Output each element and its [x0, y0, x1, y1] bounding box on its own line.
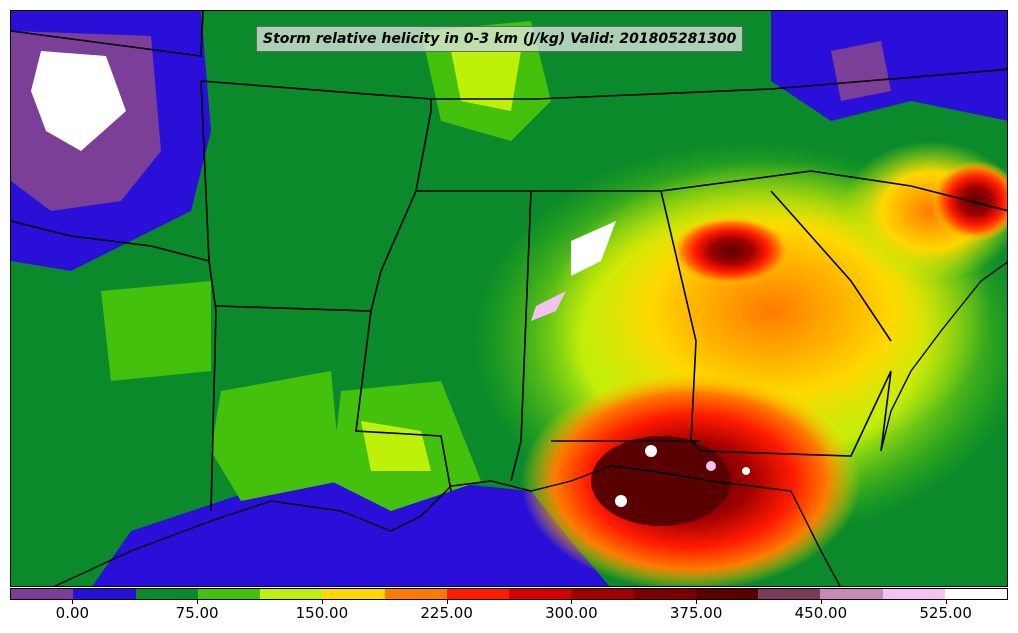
moderate-band-north-core	[451, 51, 521, 111]
pink-streak	[531, 291, 566, 321]
colorbar-tick-mark	[945, 600, 947, 604]
colorbar-swatch	[882, 589, 945, 599]
colorbar-swatch	[944, 589, 1007, 599]
colorbar-swatch	[384, 589, 447, 599]
extreme-cell	[706, 461, 716, 471]
colorbar-swatch	[322, 589, 385, 599]
gulf-low-region	[92, 481, 610, 586]
colorbar-tick-mark	[72, 600, 74, 604]
colorbar-swatch	[11, 589, 74, 599]
colorbar-swatch	[509, 589, 572, 599]
state-borders	[11, 11, 1007, 512]
hot-core-georgia	[671, 216, 791, 286]
moderate-band-texas	[101, 281, 211, 381]
low-helicity-region-ne	[771, 11, 1007, 121]
helicity-map	[11, 11, 1007, 586]
white-streak	[571, 221, 616, 276]
map-panel: Storm relative helicity in 0-3 km (J/kg)…	[10, 10, 1008, 587]
colorbar-tick-label: 375.00	[669, 604, 723, 622]
extreme-cell	[742, 467, 750, 475]
colorbar-tick-label: 450.00	[794, 604, 848, 622]
colorbar-tick-label: 525.00	[919, 604, 972, 622]
colorbar-swatch	[73, 589, 136, 599]
colorbar-swatch	[695, 589, 758, 599]
colorbar-swatch	[260, 589, 323, 599]
extreme-cell	[615, 495, 627, 507]
white-blob	[31, 51, 126, 151]
extreme-cell	[645, 445, 657, 457]
colorbar-tick-mark	[446, 600, 448, 604]
colorbar-tick-label: 150.00	[295, 604, 349, 622]
moderate-band-south-core	[361, 421, 431, 471]
colorbar-tick-mark	[571, 600, 573, 604]
colorbar-swatch	[820, 589, 883, 599]
colorbar-tick-label: 225.00	[420, 604, 473, 622]
colorbar-swatch	[446, 589, 509, 599]
coastline	[53, 261, 1007, 586]
negative-helicity-patch	[831, 41, 891, 101]
colorbar-tick-mark	[321, 600, 323, 604]
colorbar-tick-label: 300.00	[545, 604, 598, 622]
colorbar-ticks: 0.00 75.00 150.00 225.00 300.00 375.00 450.00 5…	[10, 600, 1008, 630]
colorbar-tick-mark	[696, 600, 698, 604]
colorbar-tick-mark	[197, 600, 199, 604]
colorbar-tick-mark	[820, 600, 822, 604]
moderate-band-west	[211, 371, 341, 501]
colorbar-swatch	[633, 589, 696, 599]
map-title: Storm relative helicity in 0-3 km (J/kg)…	[256, 26, 744, 52]
colorbar-swatch	[571, 589, 634, 599]
colorbar-tick-label: 0.00	[55, 604, 90, 622]
colorbar-swatch	[197, 589, 260, 599]
colorbar-swatch	[758, 589, 821, 599]
colorbar	[10, 588, 1008, 600]
colorbar-tick-label: 75.00	[175, 604, 219, 622]
colorbar-swatch	[135, 589, 198, 599]
